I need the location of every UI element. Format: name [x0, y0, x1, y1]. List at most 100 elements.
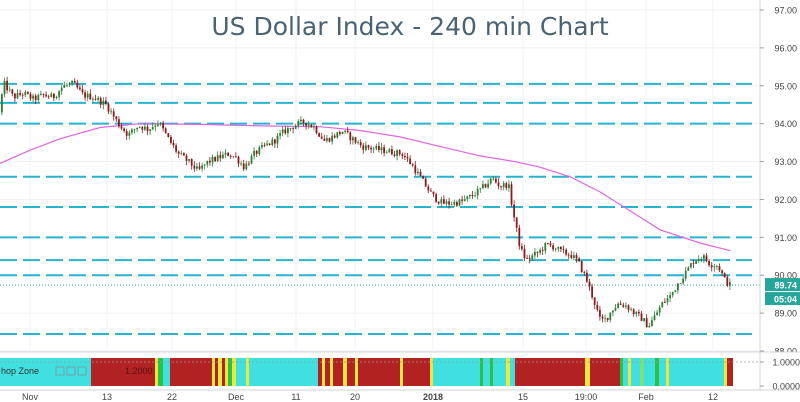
candle-body [432, 191, 435, 195]
candle-body [640, 313, 643, 321]
candle-body [401, 154, 404, 156]
candle-body [497, 182, 500, 187]
candle-body [380, 147, 383, 151]
candle-body [266, 143, 268, 146]
candle-body [323, 138, 326, 141]
price-axis-label: 89.00 [774, 309, 797, 319]
time-axis-label: 12 [708, 392, 718, 402]
candle-body [146, 126, 149, 131]
candle-body [505, 183, 508, 189]
chop-zone-segment [232, 358, 236, 386]
candle-body [84, 92, 86, 98]
candle-body [708, 260, 710, 266]
candle-body [362, 145, 365, 150]
chop-zone-segment [655, 358, 659, 386]
time-axis[interactable]: Nov 13 22 Dec 11 20 2018 15 19:00 Feb 12 [0, 389, 800, 402]
candle-body [284, 129, 287, 134]
candle-body [219, 155, 222, 159]
indicator-settings-icon[interactable] [55, 366, 65, 376]
candle-body [68, 83, 71, 85]
candle-body [479, 187, 482, 189]
candle-body [367, 145, 370, 148]
candle-body [320, 136, 323, 139]
candle-body [567, 254, 570, 256]
candle-body [695, 260, 697, 264]
candle-body [489, 178, 492, 184]
price-axis-label: 90.00 [774, 271, 797, 281]
candle-body [609, 312, 612, 320]
candle-body [656, 312, 658, 316]
candle-body [58, 91, 60, 97]
chop-zone-segment [590, 358, 620, 386]
chop-zone-segment [158, 358, 163, 386]
chop-zone-segment [620, 358, 623, 386]
candle-body [318, 133, 320, 137]
candle-body [183, 153, 185, 156]
candle-body [383, 147, 385, 154]
candle-body [417, 171, 419, 174]
candle-body [144, 126, 146, 130]
candle-body [349, 132, 352, 141]
candle-body [544, 243, 547, 251]
candle-body [661, 302, 664, 308]
candle-body [32, 95, 34, 99]
candle-body [515, 217, 518, 228]
candle-body [185, 155, 188, 161]
indicator-value: 1.2000 [125, 366, 153, 376]
indicator-settings-icon[interactable] [66, 366, 76, 376]
time-axis-label: 22 [167, 392, 177, 402]
candle-body [190, 159, 193, 166]
candle-body [125, 131, 128, 136]
indicator-settings-icon[interactable] [77, 366, 87, 376]
candle-body [422, 176, 424, 179]
price-axis-label: 92.00 [774, 195, 797, 205]
chop-zone-segment [640, 358, 644, 386]
indicator-axis-label: 0.0000 [772, 382, 800, 392]
candle-body [326, 138, 328, 141]
candle-body [279, 133, 281, 136]
time-axis-label: Feb [638, 392, 654, 402]
candle-body [237, 156, 240, 164]
candle-body [131, 129, 133, 133]
candle-body [47, 96, 50, 98]
candle-body [97, 97, 99, 100]
candle-body [99, 97, 102, 105]
candle-body [632, 309, 635, 315]
candle-body [666, 298, 669, 303]
candle-body [710, 265, 713, 268]
candle-body [593, 297, 596, 305]
candle-body [42, 93, 45, 95]
candle-body [138, 126, 141, 128]
candle-body [513, 204, 515, 218]
candle-body [588, 281, 591, 287]
candle-body [378, 145, 380, 151]
chop-zone-indicator[interactable]: hop Zone 1.2000 1.0000 0.0000 [0, 351, 800, 402]
candle-body [476, 188, 479, 196]
candle-body [414, 165, 417, 174]
candle-body [690, 263, 692, 268]
candle-body [258, 147, 261, 154]
candle-body [118, 119, 120, 127]
candle-body [658, 307, 661, 313]
candle-body [440, 199, 443, 204]
countdown-value: 05:04 [774, 295, 797, 305]
chop-zone-segment [325, 358, 330, 386]
candle-body [482, 184, 484, 188]
candle-body [578, 258, 580, 262]
candle-body [411, 164, 414, 166]
candle-body [94, 98, 97, 100]
candle-body [729, 282, 731, 286]
candle-body [110, 111, 112, 113]
candle-body [274, 139, 276, 144]
candle-body [726, 277, 729, 286]
candle-body [60, 87, 63, 92]
candle-body [424, 178, 427, 187]
candle-body [235, 156, 237, 158]
candle-body [352, 137, 354, 141]
candle-body [24, 91, 27, 96]
chop-zone-segment [727, 358, 733, 386]
candle-body [575, 255, 578, 259]
candle-body [474, 195, 476, 197]
